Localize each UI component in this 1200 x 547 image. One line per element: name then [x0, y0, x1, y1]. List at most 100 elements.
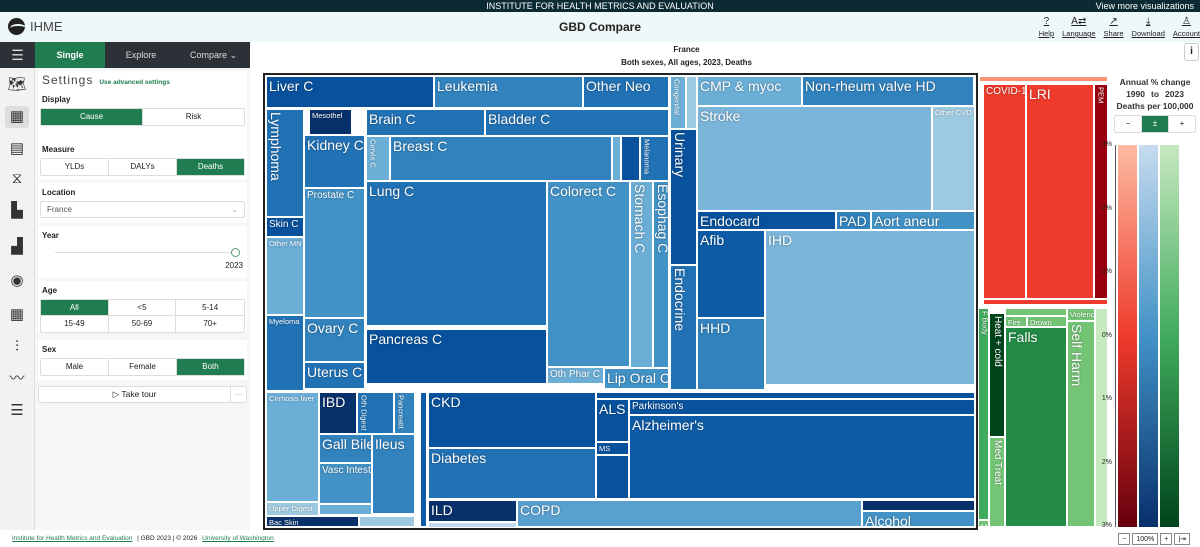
tile-vasc-intest[interactable]: Vasc Intest — [319, 463, 372, 504]
tile-diabetes[interactable]: Diabetes — [428, 448, 596, 499]
map-view-icon[interactable]: 🗺 — [7, 76, 27, 93]
scale-both-button[interactable]: ± — [1142, 116, 1169, 132]
tile-med-treat[interactable]: Med Treat — [989, 437, 1005, 527]
help-button[interactable]: ? Help — [1039, 15, 1054, 38]
tile-ihd[interactable]: IHD — [765, 230, 975, 385]
zoom-out-button[interactable]: − — [1118, 533, 1131, 545]
tile-parkinson-s[interactable]: Parkinson's — [629, 399, 975, 415]
tile-lri[interactable]: LRI — [1026, 84, 1094, 299]
tile-uterus-c[interactable]: Uterus C — [304, 362, 365, 389]
tile-covid-19[interactable]: COVID-19 — [983, 84, 1026, 299]
age-5-14[interactable]: 5-14 — [176, 300, 244, 316]
tile-other-mn[interactable]: Other MN — [266, 237, 304, 315]
tile-alzheimer-s[interactable]: Alzheimer's — [629, 415, 975, 499]
tile-alcohol[interactable]: Alcohol — [862, 511, 975, 527]
tile-ibd[interactable]: IBD — [319, 392, 357, 434]
tile-urinary[interactable]: Urinary — [670, 129, 697, 265]
age-all[interactable]: All — [41, 300, 109, 316]
tile-liver-c[interactable]: Liver C — [266, 76, 434, 108]
uncertainty-icon[interactable]: ⫶ — [15, 338, 19, 355]
year-slider-handle[interactable] — [231, 248, 240, 257]
tile-congenital[interactable]: Congenital — [670, 76, 686, 129]
tile-pancreatit[interactable]: Pancreatit — [394, 392, 415, 434]
tile-unlabeled[interactable] — [428, 522, 517, 528]
age-50-69[interactable]: 50-69 — [109, 316, 177, 332]
tile-cervix-c[interactable]: Cervix C — [366, 136, 390, 181]
location-select[interactable]: France ⌄ — [40, 201, 245, 218]
arrow-diagram-icon[interactable]: ▤ — [9, 140, 25, 157]
sex-male[interactable]: Male — [41, 359, 109, 375]
age-70-plus[interactable]: 70+ — [203, 319, 217, 328]
download-button[interactable]: ⤓ Download — [1132, 15, 1165, 38]
tile-unlabeled[interactable] — [420, 392, 427, 527]
tile-oth-phar-c[interactable]: Oth Phar C — [547, 367, 604, 384]
tile-f-body[interactable]: F Body — [978, 308, 989, 520]
tile-other-cvd[interactable]: Other CVD — [932, 106, 975, 211]
tab-single[interactable]: Single — [35, 42, 105, 68]
year-from-select[interactable]: 1990 — [1126, 89, 1145, 99]
age-under-5[interactable]: <5 — [108, 300, 177, 316]
stacked-bar-icon[interactable]: ▟ — [11, 238, 23, 255]
tile-hhd[interactable]: HHD — [697, 318, 765, 390]
ihme-logo[interactable]: IHME — [8, 18, 63, 35]
heatmap-icon[interactable]: ▦ — [9, 306, 25, 323]
display-cause[interactable]: Cause — [41, 109, 143, 125]
sex-both[interactable]: Both — [177, 359, 244, 375]
tile-endocrine[interactable]: Endocrine — [670, 265, 697, 390]
tile-prostate-c[interactable]: Prostate C — [304, 188, 365, 318]
fit-button[interactable]: |⇥ — [1174, 533, 1190, 545]
tile-non-rheum-valve-hd[interactable]: Non-rheum valve HD — [802, 76, 974, 106]
tile-oth-digest[interactable]: Oth Digest — [357, 392, 394, 434]
tile-stomach-c[interactable]: Stomach C — [630, 181, 653, 368]
tile-cmp-myoc[interactable]: CMP & myoc — [697, 76, 802, 106]
tile-ild[interactable]: ILD — [428, 500, 517, 522]
tile-heat-cold[interactable]: Heat + cold — [989, 313, 1005, 437]
tile-unlabeled[interactable] — [596, 392, 975, 399]
tile-unlabeled[interactable] — [596, 455, 629, 499]
tile-pad[interactable]: PAD — [836, 211, 871, 230]
tile-mesothel[interactable]: Mesothel — [309, 109, 352, 135]
language-button[interactable]: A⇄ Language — [1062, 15, 1095, 38]
rank-bars-icon[interactable]: ☰ — [10, 402, 24, 419]
tile-other-neo[interactable]: Other Neo — [583, 76, 669, 108]
tile-pem[interactable]: PEM — [1094, 84, 1108, 299]
tile-falls[interactable]: Falls — [1005, 327, 1067, 527]
tile-self-harm[interactable]: Self Harm — [1067, 321, 1095, 527]
tile-cirrhosis-liver[interactable]: Cirrhosis liver — [266, 392, 319, 502]
tile-unlabeled[interactable] — [1095, 308, 1108, 527]
info-button[interactable]: i — [1184, 43, 1199, 61]
account-button[interactable]: ♙ Account — [1173, 15, 1200, 38]
tab-compare[interactable]: Compare ⌄ — [189, 49, 238, 60]
tile-drown[interactable]: Drown — [1027, 316, 1067, 327]
measure-ylds[interactable]: YLDs — [41, 159, 109, 175]
measure-dalys[interactable]: DALYs — [109, 159, 177, 175]
tile-ovary-c[interactable]: Ovary C — [304, 318, 365, 362]
tile-unlabeled[interactable] — [319, 504, 372, 515]
tile-ileus[interactable]: Ileus — [372, 434, 415, 514]
tab-explore[interactable]: Explore — [125, 50, 157, 60]
menu-button[interactable]: ☰ — [11, 46, 24, 63]
tile-melanoma[interactable]: Melanoma — [640, 136, 669, 181]
tile-stroke[interactable]: Stroke — [697, 106, 932, 211]
tile-bac-skin[interactable]: Bac Skin — [266, 516, 359, 527]
tile-lymphoma[interactable]: Lymphoma — [266, 109, 304, 217]
tile-unlabeled[interactable] — [621, 136, 640, 181]
tile-fire[interactable]: Fire — [1005, 316, 1027, 327]
zoom-in-button[interactable]: + — [1160, 533, 1173, 545]
tile-unlabeled[interactable] — [983, 299, 1108, 305]
tile-skin-c[interactable]: Skin C — [266, 217, 304, 237]
tile-mech[interactable]: Mech — [978, 520, 989, 527]
tile-ms[interactable]: MS — [596, 442, 629, 455]
tile-bladder-c[interactable]: Bladder C — [485, 109, 669, 136]
measure-deaths[interactable]: Deaths — [177, 159, 244, 175]
tile-upper-digest[interactable]: Upper Digest — [266, 502, 319, 516]
share-button[interactable]: ↗ Share — [1104, 15, 1124, 38]
scale-plus-button[interactable]: + — [1179, 119, 1185, 128]
tile-unlabeled[interactable] — [979, 76, 1108, 82]
tile-lip-oral-c[interactable]: Lip Oral C — [604, 368, 669, 389]
tile-kidney-c[interactable]: Kidney C — [304, 135, 365, 188]
tile-breast-c[interactable]: Breast C — [390, 136, 612, 181]
tile-gall-bile[interactable]: Gall Bile — [319, 434, 372, 463]
tile-brain-c[interactable]: Brain C — [366, 109, 485, 136]
sex-female[interactable]: Female — [109, 359, 177, 375]
